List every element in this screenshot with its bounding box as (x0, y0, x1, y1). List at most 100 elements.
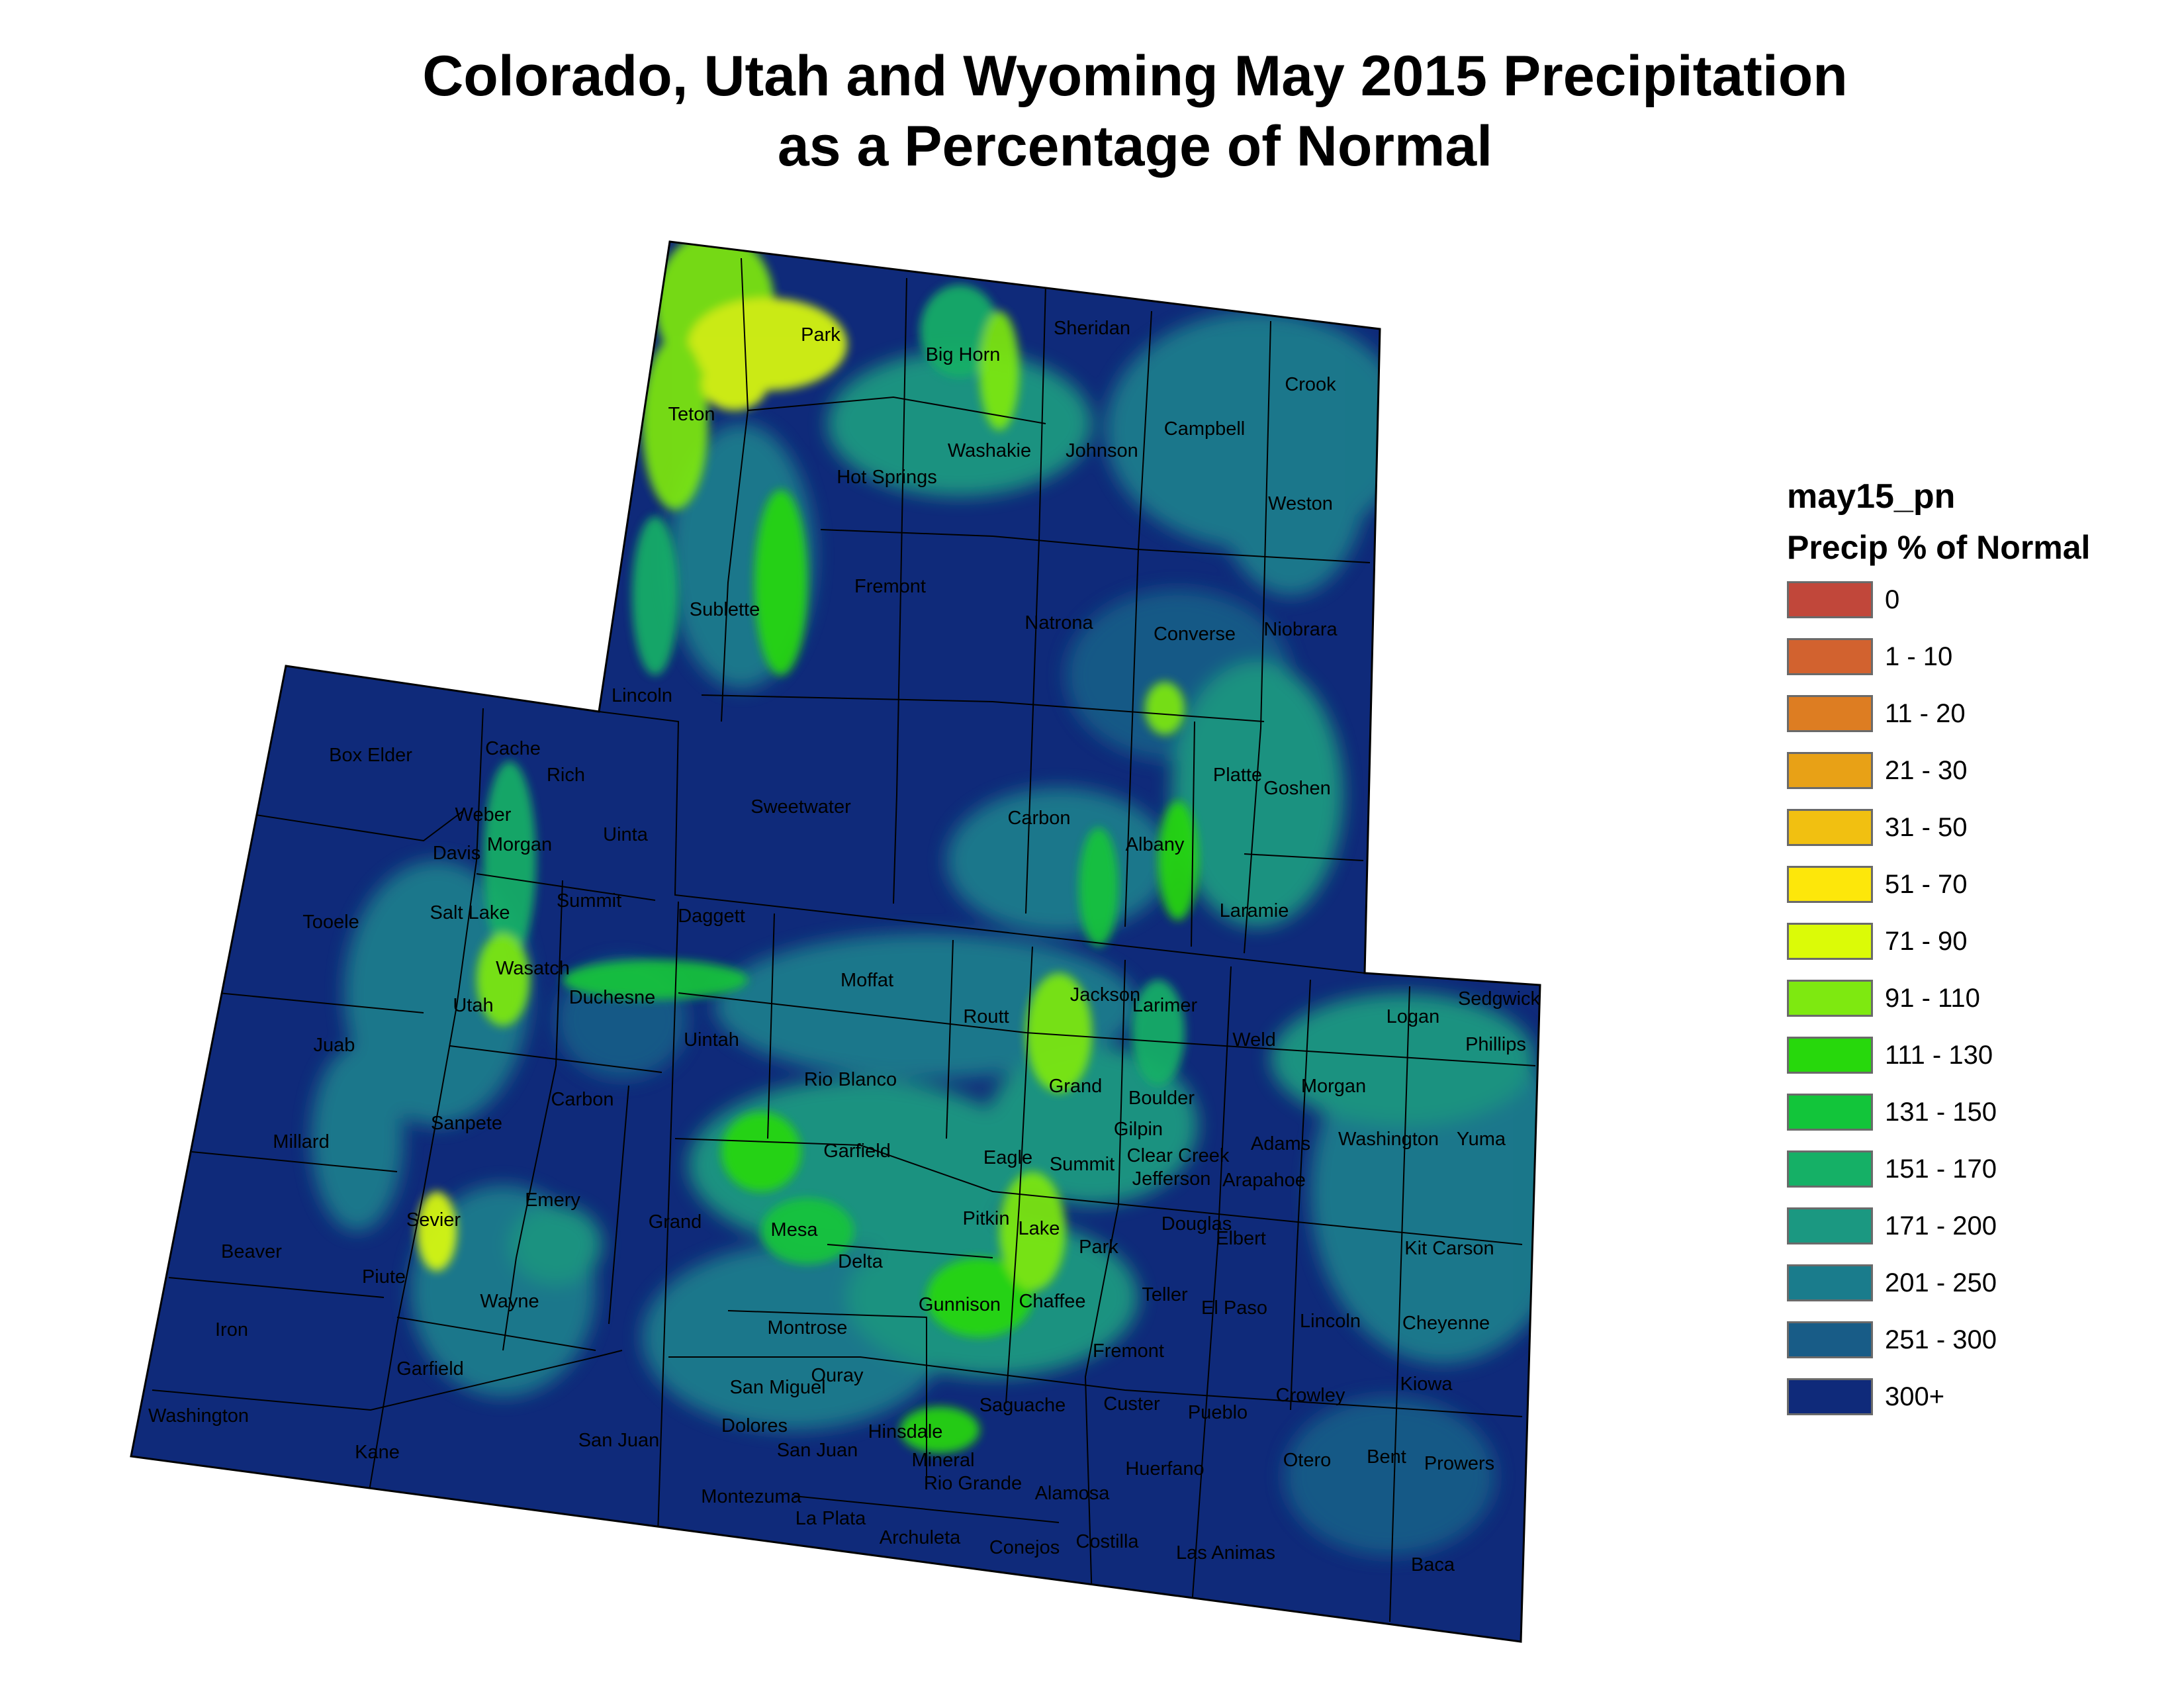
legend-label: 21 - 30 (1885, 756, 1968, 785)
patch (417, 1192, 457, 1271)
boundary-line (678, 992, 1536, 1066)
legend-swatch (1787, 1037, 1873, 1074)
county-label: Kit Carson (1404, 1238, 1494, 1259)
legend-swatch (1787, 1378, 1873, 1415)
county-label: Uinta (603, 824, 649, 845)
county-label: Costilla (1075, 1531, 1139, 1552)
legend-swatch (1787, 923, 1873, 960)
patch (344, 861, 529, 1125)
boundary-line (396, 1317, 596, 1351)
county-label: Hot Springs (837, 467, 937, 488)
county-label: Bent (1367, 1446, 1406, 1468)
boundary-line (1084, 959, 1126, 1603)
county-label: Garfield (396, 1358, 464, 1380)
patch (1211, 331, 1370, 596)
county-label: Duchesne (569, 987, 656, 1008)
county-label: Cache (485, 738, 541, 759)
county-label: Delta (838, 1251, 884, 1272)
county-label: Sublette (690, 599, 760, 620)
county-label: Laramie (1220, 900, 1289, 921)
county-label: Alamosa (1035, 1483, 1111, 1504)
county-label: Sheridan (1054, 318, 1130, 339)
county-label: Tooele (302, 912, 359, 933)
boundary-line (767, 913, 775, 1139)
legend-label: 1 - 10 (1885, 642, 1953, 671)
boundary-line (152, 1350, 623, 1411)
boundary-line (674, 1138, 1523, 1245)
patch (920, 285, 999, 377)
county-label: Summit (557, 890, 621, 912)
county-label: Iron (215, 1319, 248, 1340)
wet-ridge-patches (417, 242, 1198, 1453)
county-label: Kane (355, 1442, 400, 1463)
patch (927, 1258, 1032, 1337)
boundary-line (1290, 979, 1311, 1411)
county-label: Gunnison (919, 1294, 1001, 1315)
county-label: Washakie (948, 440, 1031, 461)
county-label: Baca (1411, 1554, 1455, 1575)
county-label: Park (1079, 1237, 1118, 1258)
patch (1158, 801, 1198, 920)
county-label: Johnson (1066, 440, 1138, 461)
county-label: Sweetwater (751, 796, 851, 818)
patch (510, 1205, 602, 1284)
county-label: Davis (433, 843, 481, 864)
county-label: San Miguel (729, 1377, 825, 1398)
county-label: Rio Blanco (804, 1069, 897, 1090)
boundary-line (655, 901, 679, 1616)
patch (1145, 682, 1185, 735)
county-label: Montezuma (701, 1486, 801, 1507)
patch (1026, 973, 1092, 1092)
county-label: Pueblo (1188, 1402, 1248, 1423)
county-label: Clear Creek (1127, 1145, 1230, 1166)
legend-label: 51 - 70 (1885, 870, 1968, 899)
county-label: Crowley (1276, 1385, 1345, 1406)
county-boundaries (152, 258, 1536, 1622)
county-label: Otero (1283, 1450, 1332, 1471)
county-label: Sanpete (431, 1113, 502, 1134)
county-label: Las Animas (1176, 1542, 1275, 1564)
patch (1271, 993, 1535, 1125)
legend-swatch (1787, 581, 1873, 618)
legend-label: 300+ (1885, 1382, 1945, 1411)
boundary-line (251, 810, 464, 842)
county-label: Rio Grande (924, 1473, 1022, 1494)
county-label: Arapahoe (1222, 1170, 1306, 1191)
legend-swatch (1787, 866, 1873, 903)
county-label: Uintah (684, 1029, 739, 1051)
county-label: Wayne (480, 1291, 539, 1312)
county-label: Campbell (1164, 418, 1246, 440)
county-label: Carbon (1007, 808, 1070, 829)
county-label: Kiowa (1400, 1374, 1453, 1395)
county-label: Conejos (989, 1537, 1060, 1558)
county-label: Weston (1268, 493, 1333, 514)
county-label: Natrona (1024, 612, 1093, 633)
county-label: Pitkin (963, 1208, 1010, 1229)
legend-label: 131 - 150 (1885, 1098, 1997, 1127)
county-label: Larimer (1132, 995, 1198, 1016)
legend-swatch (1787, 809, 1873, 846)
legend-swatch (1787, 695, 1873, 732)
county-label: Niobrara (1263, 619, 1338, 640)
county-label: Teton (668, 404, 715, 425)
county-label: Crook (1285, 374, 1336, 395)
county-label: Custer (1103, 1393, 1160, 1415)
legend-swatch (1787, 1264, 1873, 1301)
patch (754, 490, 807, 675)
boundary-line (191, 1151, 398, 1172)
map-title-line-1: Colorado, Utah and Wyoming May 2015 Prec… (422, 44, 1848, 108)
boundary-line (946, 939, 954, 1139)
county-label: Millard (273, 1131, 329, 1152)
county-label: Prowers (1424, 1453, 1494, 1474)
county-label: Converse (1154, 624, 1236, 645)
legend-layer-name: may15_pn (1787, 477, 1956, 516)
county-label: San Juan (777, 1440, 858, 1461)
boundary-line (668, 1356, 1523, 1417)
boundary-line (1025, 284, 1046, 914)
county-label: Hinsdale (868, 1421, 943, 1442)
boundary-line (721, 258, 749, 722)
patch (1079, 827, 1118, 947)
boundary-line (1191, 966, 1232, 1616)
county-label: Summit (1050, 1154, 1115, 1175)
county-label: Weber (455, 804, 512, 825)
